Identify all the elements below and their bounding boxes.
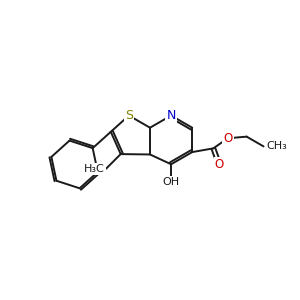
Text: O: O — [223, 132, 232, 145]
Text: N: N — [167, 109, 176, 122]
Text: OH: OH — [163, 177, 180, 187]
Text: H₃C: H₃C — [84, 164, 105, 174]
Text: S: S — [125, 109, 133, 122]
Text: CH₃: CH₃ — [266, 141, 287, 152]
Text: O: O — [215, 158, 224, 171]
